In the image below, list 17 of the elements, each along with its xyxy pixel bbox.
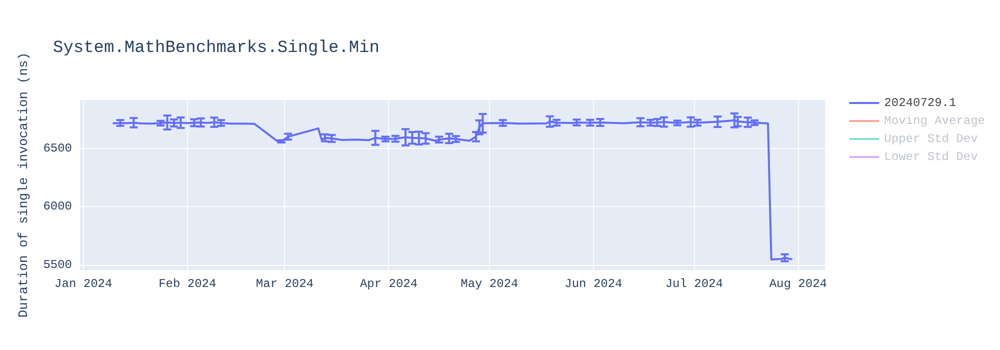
x-tick-label: Apr 2024 [360,277,418,291]
legend-label: Lower Std Dev [884,150,978,164]
y-tick-label: 6500 [43,141,72,156]
x-tick-label: Feb 2024 [158,277,216,291]
legend-label: Moving Average [884,114,986,128]
x-tick-label: Jun 2024 [564,277,622,291]
legend-label: 20240729.1 [884,96,956,110]
y-tick-label: 6000 [43,200,72,214]
x-tick-label: Mar 2024 [256,277,314,291]
y-axis-title: Duration of single invocation (ns) [16,52,31,318]
x-tick-label: Jul 2024 [665,277,723,291]
x-tick-label: Aug 2024 [769,277,827,291]
x-tick-label: May 2024 [460,277,518,291]
y-tick-label: 5500 [43,258,72,272]
chart-title: System.MathBenchmarks.Single.Min [53,39,380,58]
legend-label: Upper Std Dev [884,132,978,146]
x-tick-label: Jan 2024 [54,277,112,291]
